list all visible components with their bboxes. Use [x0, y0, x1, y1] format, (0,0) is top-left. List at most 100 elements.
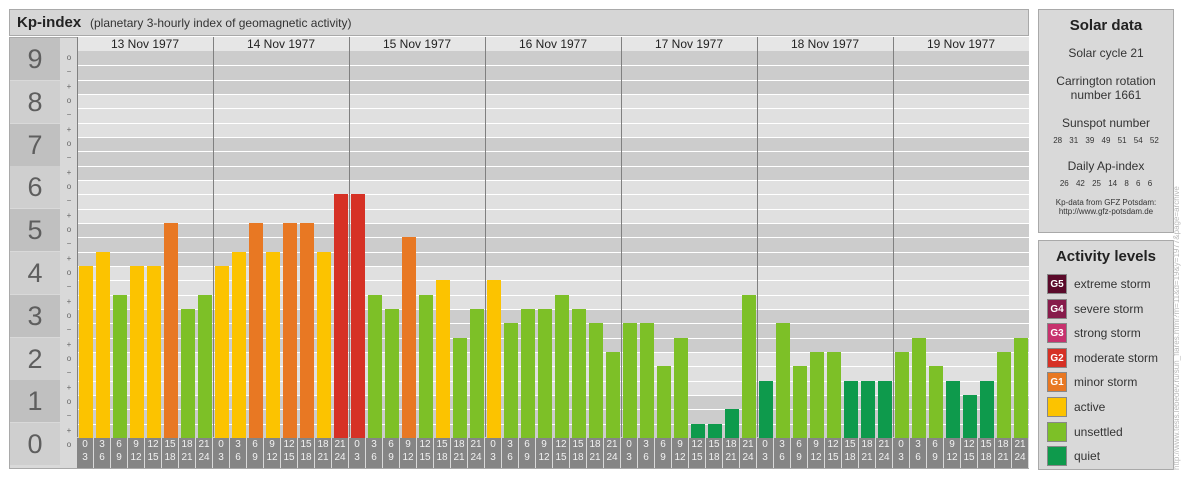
kp-level-label: 6 [10, 166, 60, 209]
kp-sub-label: o [66, 182, 72, 191]
time-tick-label: 12 15 [961, 438, 978, 468]
legend-swatch [1047, 397, 1067, 417]
kp-sub-label: − [66, 67, 72, 77]
day-separator [213, 37, 214, 437]
day-separator [621, 37, 622, 437]
grid-line [77, 366, 1029, 368]
kp-sub-label: + [66, 81, 72, 91]
kp-bar [129, 266, 144, 438]
kp-sub-label: o [66, 225, 72, 234]
kp-level-label: 4 [10, 252, 60, 294]
kp-bar [707, 423, 722, 438]
kp-bar [299, 223, 314, 438]
legend-item: G3 strong storm [1047, 323, 1141, 344]
grid-line [77, 194, 1029, 196]
grid-line [77, 208, 1029, 210]
kp-bar [78, 266, 93, 438]
legend-item: active [1047, 397, 1105, 417]
legend-label: strong storm [1074, 326, 1141, 341]
time-tick-label: 12 15 [281, 438, 298, 468]
kp-bar [979, 380, 994, 438]
grid-line [77, 122, 1029, 124]
kp-band [77, 94, 1029, 137]
kp-level-label: 2 [10, 337, 60, 380]
kp-bar [775, 323, 790, 438]
grid-line [77, 309, 1029, 310]
kp-bar [554, 294, 569, 438]
kp-bar [826, 352, 841, 438]
legend-item: G2 moderate storm [1047, 347, 1158, 368]
kp-bar [231, 251, 246, 438]
kp-sub-label: − [66, 239, 72, 249]
grid-line [77, 266, 1029, 267]
kp-bar [894, 352, 909, 438]
kp-bar [282, 223, 297, 438]
kp-bar [503, 323, 518, 438]
kp-bar [95, 251, 110, 438]
source-line2: http://www.gfz-potsdam.de [1058, 207, 1154, 216]
kp-level-label: 7 [10, 123, 60, 166]
kp-bar [248, 223, 263, 438]
time-tick-label: 12 15 [825, 438, 842, 468]
time-tick-label: 15 18 [570, 438, 587, 468]
kp-sub-label: − [66, 110, 72, 120]
kp-bar [265, 251, 280, 438]
solar-data-panel: Solar data Solar cycle 21 Carrington rot… [1038, 9, 1174, 233]
kp-sub-label: o [66, 397, 72, 406]
legend-item: G5 extreme storm [1047, 274, 1151, 294]
kp-level-label: 5 [10, 209, 60, 252]
day-header: 15 Nov 1977 [349, 37, 485, 51]
time-tick-label: 9 12 [264, 438, 281, 468]
kp-sub-label: o [66, 53, 72, 62]
time-tick-label: 9 12 [536, 438, 553, 468]
kp-bar [146, 266, 161, 438]
grid-line [77, 180, 1029, 181]
kp-level-label: 8 [10, 80, 60, 123]
kp-bar [486, 280, 501, 438]
grid-line [77, 352, 1029, 353]
legend-label: extreme storm [1074, 277, 1151, 291]
kp-bar [197, 294, 212, 438]
kp-bar [112, 294, 127, 438]
time-tick-label: 9 12 [400, 438, 417, 468]
legend-swatch [1047, 446, 1067, 467]
kp-sub-label: + [66, 124, 72, 134]
kp-bar [996, 352, 1011, 438]
time-tick-label: 15 18 [706, 438, 723, 468]
kp-sub-label: o [66, 96, 72, 105]
day-separator [893, 37, 894, 437]
time-tick-label: 21 24 [604, 438, 621, 468]
ap-title: Daily Ap-index [1067, 159, 1145, 173]
kp-bar [537, 309, 552, 438]
kp-band [77, 180, 1029, 223]
kp-bar [758, 380, 773, 438]
grid-line [77, 380, 1029, 382]
kp-bar [741, 294, 756, 438]
kp-level-label: 0 [10, 423, 60, 466]
chart-subtitle: (planetary 3-hourly index of geomagnetic… [90, 16, 352, 30]
grid-line [77, 294, 1029, 296]
time-tick-label: 9 12 [128, 438, 145, 468]
kp-sub-label: + [66, 210, 72, 220]
time-tick-label: 12 15 [145, 438, 162, 468]
sunspot-values: 28 31 39 49 51 54 52 [1053, 136, 1159, 145]
kp-bar [350, 194, 365, 438]
ap-values: 26 42 25 14 8 6 6 [1059, 179, 1153, 188]
grid-line [77, 79, 1029, 81]
kp-bar [656, 366, 671, 438]
grid-line [77, 137, 1029, 138]
legend-label: severe storm [1074, 301, 1144, 316]
carrington-line2: number 1661 [1070, 88, 1142, 102]
legend-swatch: G1 [1047, 372, 1067, 393]
time-tick-label: 9 12 [672, 438, 689, 468]
kp-bar [605, 352, 620, 438]
kp-bar [877, 380, 892, 438]
